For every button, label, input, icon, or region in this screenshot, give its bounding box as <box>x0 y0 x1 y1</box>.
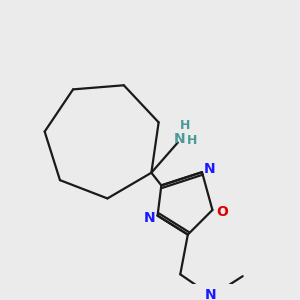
Text: H: H <box>180 119 190 132</box>
Text: O: O <box>216 205 228 219</box>
Text: N: N <box>144 211 156 224</box>
Text: N: N <box>205 288 216 300</box>
Text: N: N <box>174 132 185 146</box>
Text: H: H <box>187 134 197 147</box>
Text: N: N <box>204 162 215 176</box>
